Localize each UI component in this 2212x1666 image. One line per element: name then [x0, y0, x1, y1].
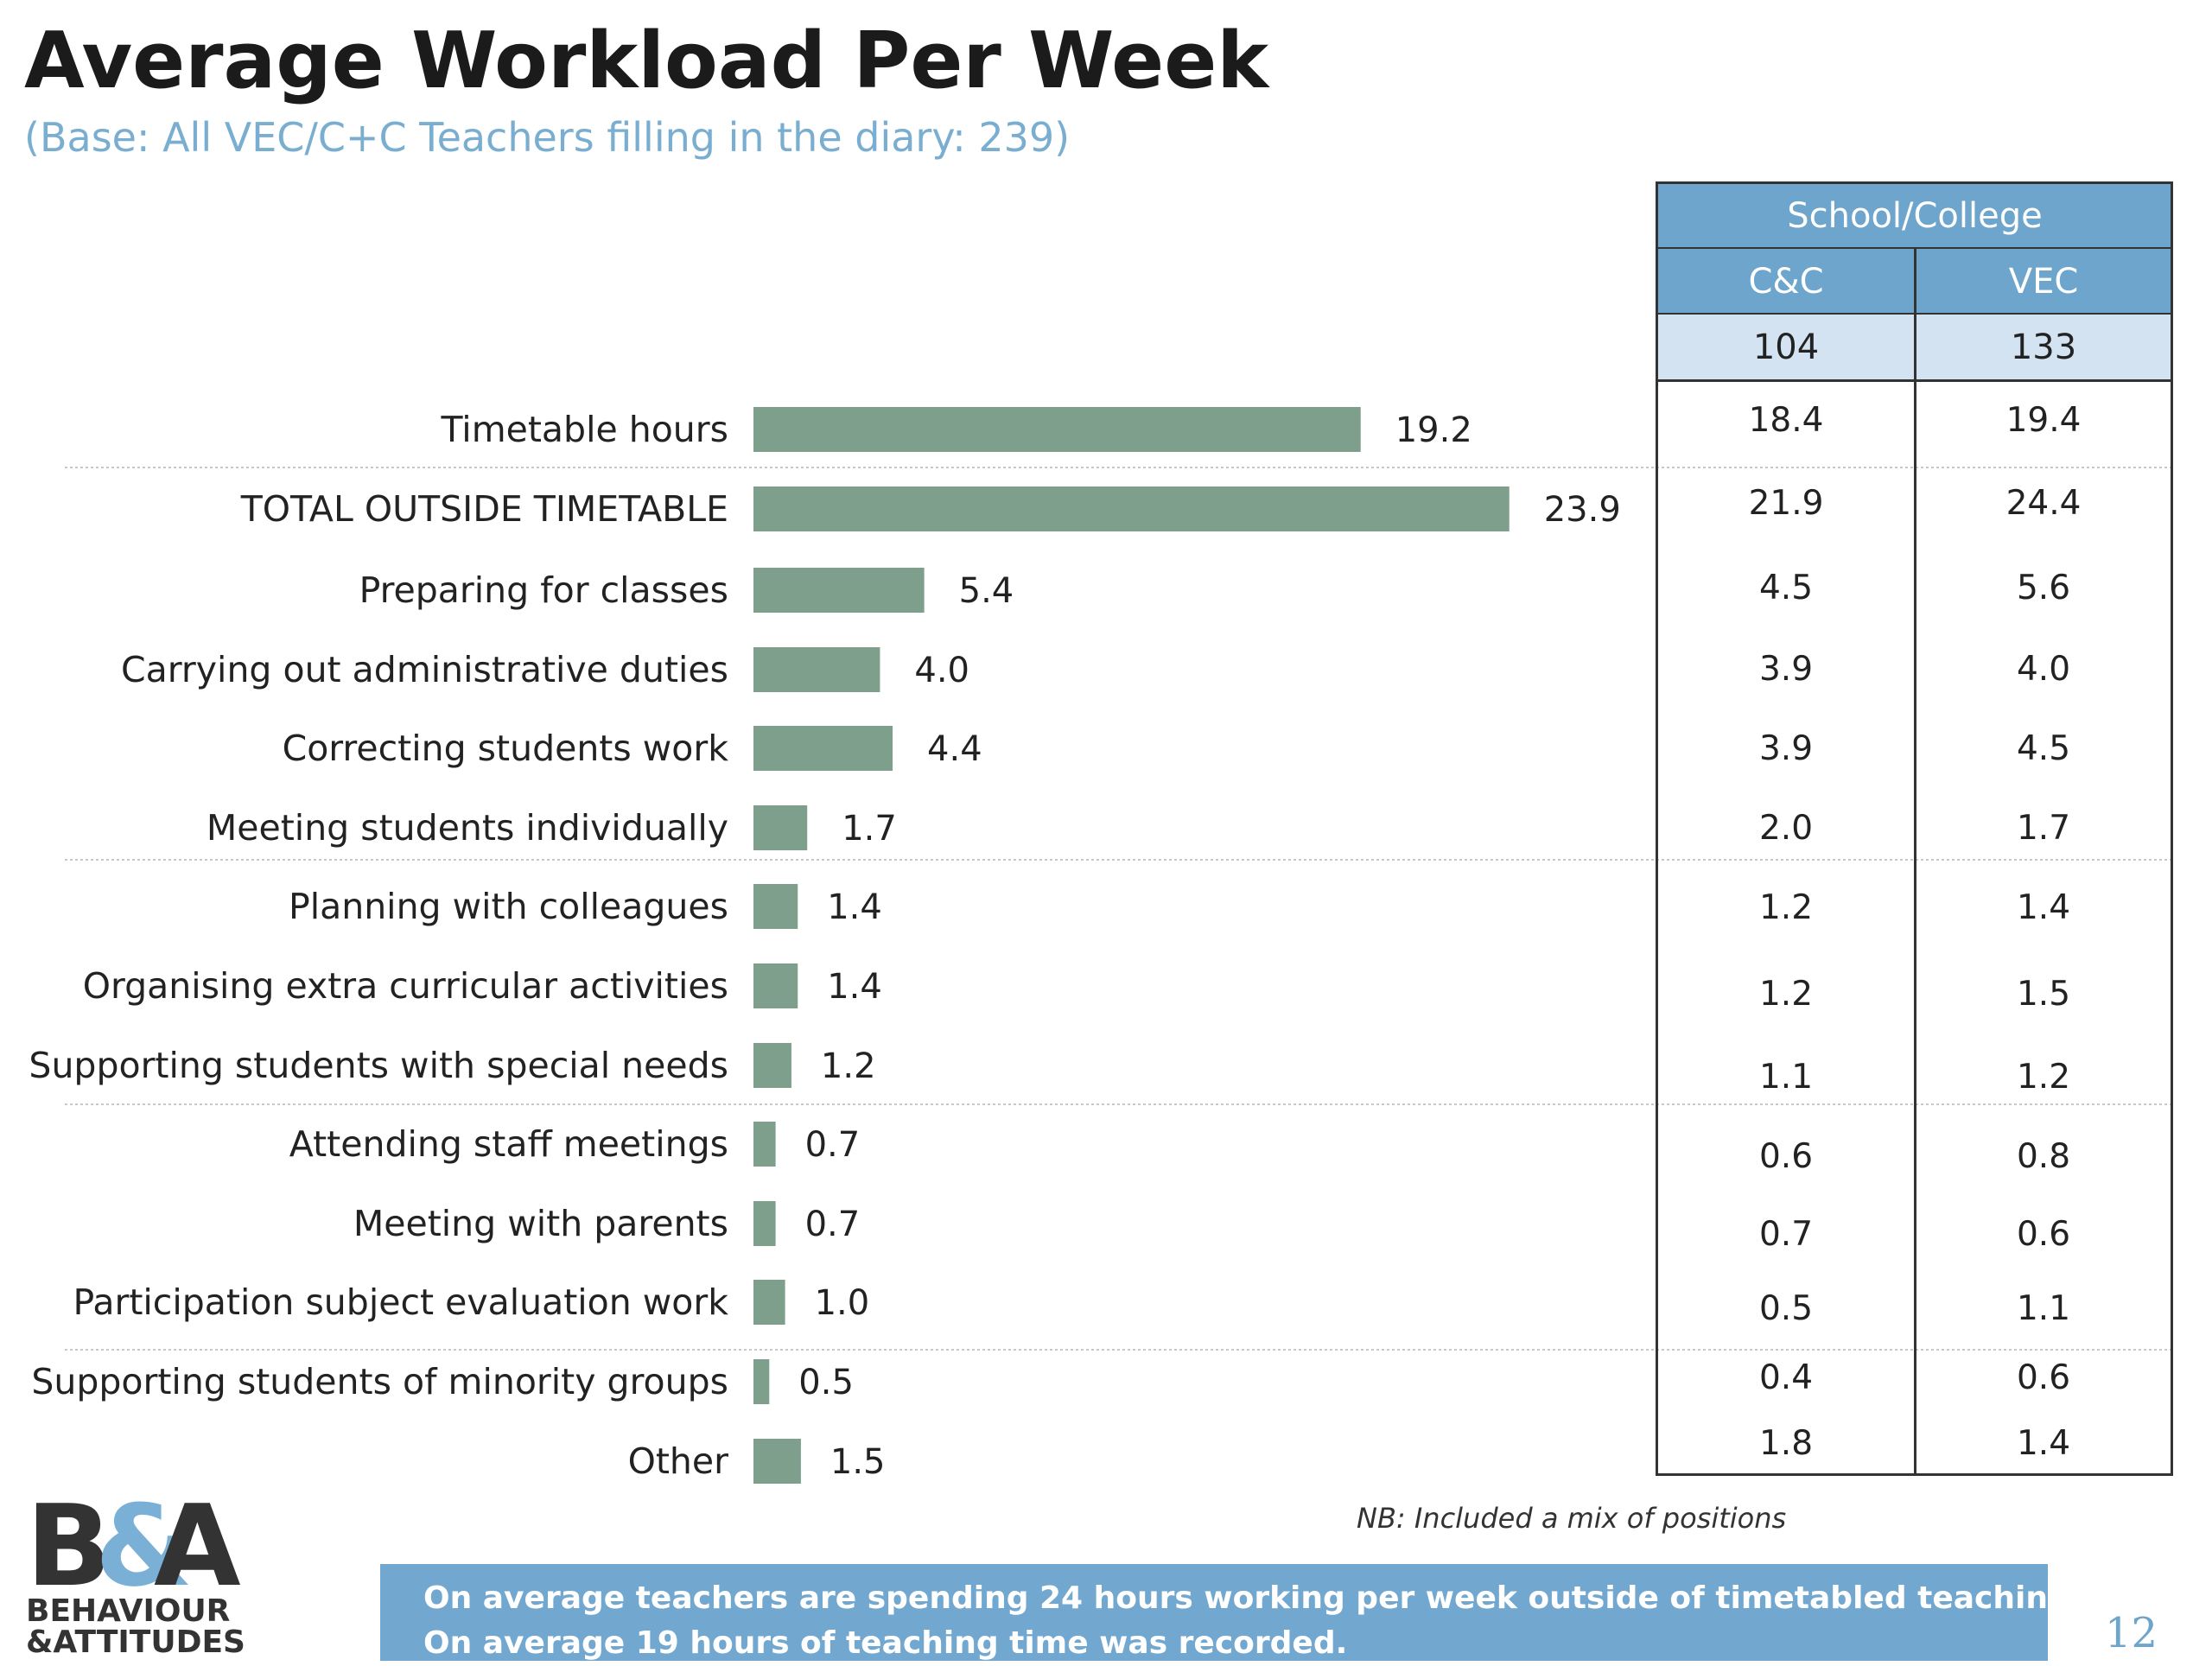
category-label: TOTAL OUTSIDE TIMETABLE	[240, 488, 728, 530]
table-cell-cc: 4.5	[1758, 569, 1814, 607]
table-border-top	[1656, 181, 2173, 184]
bar-1	[753, 407, 1361, 452]
value-label: 1.7	[842, 809, 897, 849]
table-cell-vec: 5.6	[2016, 569, 2071, 607]
category-label: Supporting students with special needs	[29, 1045, 728, 1086]
bar-13	[753, 1359, 770, 1404]
svg-text:&ATTITUDES: &ATTITUDES	[26, 1625, 245, 1656]
table-cell-vec: 0.8	[2016, 1137, 2071, 1176]
page-subtitle: (Base: All VEC/C+C Teachers filling in t…	[24, 114, 1071, 161]
table-cell-vec: 1.5	[2016, 975, 2071, 1014]
category-label: Correcting students work	[283, 728, 729, 769]
value-label: 4.0	[914, 651, 969, 690]
table-border-left	[1656, 181, 1658, 1476]
bar-5	[753, 726, 893, 771]
table-cell-vec: 1.7	[2016, 809, 2071, 848]
table-cell-vec: 1.1	[2016, 1289, 2071, 1328]
value-label: 1.0	[815, 1283, 870, 1323]
table-cell-vec: 19.4	[2005, 401, 2082, 440]
table-cell-cc: 0.7	[1758, 1215, 1814, 1254]
value-label: 23.9	[1544, 490, 1621, 530]
value-label: 0.7	[805, 1125, 861, 1165]
table-cell-cc: 1.1	[1758, 1058, 1814, 1097]
table-cell-cc: 1.8	[1758, 1424, 1814, 1463]
table-base-divider	[1656, 313, 2173, 315]
table-cell-cc: 0.6	[1758, 1137, 1814, 1176]
value-label: 1.5	[830, 1442, 886, 1482]
table-cell-vec: 0.6	[2016, 1358, 2071, 1397]
table-base-vec: 133	[1915, 315, 2172, 380]
category-label: Supporting students of minority groups	[31, 1361, 728, 1402]
category-label: Planning with colleagues	[289, 886, 728, 927]
value-label: 5.4	[959, 571, 1014, 611]
table-cell-cc: 21.9	[1748, 484, 1824, 523]
table-cell-vec: 1.2	[2016, 1058, 2071, 1097]
value-label: 0.7	[805, 1205, 861, 1244]
bar-14	[753, 1439, 801, 1484]
svg-text:A: A	[154, 1483, 241, 1612]
value-label: 19.2	[1395, 410, 1472, 450]
value-label: 0.5	[798, 1363, 854, 1402]
table-column-header-cc: C&C	[1657, 249, 1915, 315]
bar-10	[753, 1122, 776, 1167]
table-cell-vec: 24.4	[2005, 484, 2082, 523]
table-cell-vec: 0.6	[2016, 1215, 2071, 1254]
page-number: 12	[2105, 1609, 2158, 1657]
value-label: 1.4	[827, 967, 882, 1007]
category-label: Meeting students individually	[207, 807, 728, 849]
table-cell-cc: 0.5	[1758, 1289, 1814, 1328]
table-group-header: School/College	[1657, 183, 2172, 249]
bar-8	[753, 963, 798, 1008]
table-cell-cc: 0.4	[1758, 1358, 1814, 1397]
table-base-bottom	[1656, 379, 2173, 382]
page-title: Average Workload Per Week	[24, 16, 1269, 106]
bar-2	[753, 486, 1510, 531]
footnote: NB: Included a mix of positions	[1357, 1502, 1787, 1535]
table-cell-vec: 1.4	[2016, 1424, 2071, 1463]
category-label: Organising extra curricular activities	[83, 965, 728, 1007]
table-cell-cc: 2.0	[1758, 809, 1814, 848]
table-header-divider	[1656, 247, 2173, 249]
category-label: Carrying out administrative duties	[121, 649, 728, 690]
bar-7	[753, 884, 798, 929]
bar-4	[753, 647, 880, 692]
svg-text:&: &	[95, 1483, 193, 1612]
table-column-divider	[1914, 249, 1916, 1476]
bar-3	[753, 568, 925, 613]
table-cell-vec: 4.5	[2016, 729, 2071, 768]
bar-9	[753, 1043, 791, 1088]
svg-text:BEHAVIOUR: BEHAVIOUR	[26, 1593, 230, 1629]
bar-11	[753, 1201, 776, 1246]
table-cell-cc: 3.9	[1758, 650, 1814, 689]
table-cell-cc: 1.2	[1758, 975, 1814, 1014]
table-base-cc: 104	[1657, 315, 1915, 380]
behaviour-attitudes-logo: B & A BEHAVIOUR &ATTITUDES	[26, 1483, 245, 1656]
table-cell-cc: 1.2	[1758, 888, 1814, 927]
category-label: Meeting with parents	[353, 1203, 728, 1244]
table-cell-vec: 4.0	[2016, 650, 2071, 689]
table-cell-cc: 18.4	[1748, 401, 1824, 440]
category-label: Other	[628, 1440, 729, 1482]
table-border-right	[2171, 181, 2173, 1476]
value-label: 4.4	[927, 729, 982, 769]
table-column-header-vec: VEC	[1915, 249, 2172, 315]
summary-callout: On average teachers are spending 24 hour…	[380, 1564, 2193, 1661]
category-label: Participation subject evaluation work	[73, 1281, 728, 1323]
callout-line-2: On average 19 hours of teaching time was…	[423, 1625, 1348, 1661]
category-label: Attending staff meetings	[289, 1123, 728, 1165]
svg-text:B: B	[26, 1483, 111, 1612]
callout-line-1: On average teachers are spending 24 hour…	[423, 1580, 2193, 1616]
category-label: Preparing for classes	[359, 569, 728, 611]
table-cell-cc: 3.9	[1758, 729, 1814, 768]
bar-6	[753, 805, 808, 850]
table-cell-vec: 1.4	[2016, 888, 2071, 927]
bar-12	[753, 1280, 785, 1325]
category-label: Timetable hours	[441, 409, 728, 450]
value-label: 1.2	[821, 1046, 876, 1086]
value-label: 1.4	[827, 887, 882, 927]
